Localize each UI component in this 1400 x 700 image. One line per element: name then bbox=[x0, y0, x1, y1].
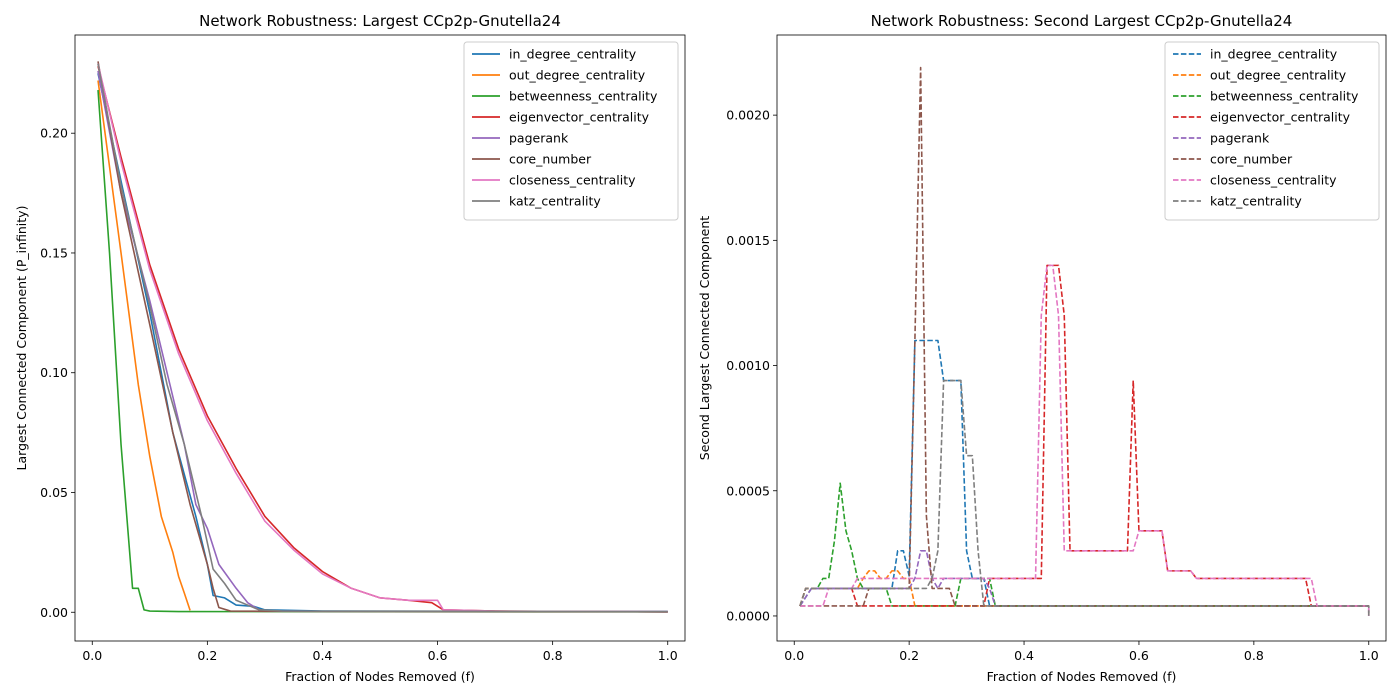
plot-frame bbox=[776, 34, 1387, 642]
legend-entry: in_degree_centrality bbox=[509, 47, 637, 62]
legend-entry: in_degree_centrality bbox=[1210, 47, 1338, 62]
legend-box bbox=[463, 41, 679, 221]
x-axis-label: Fraction of Nodes Removed (f) bbox=[285, 669, 475, 684]
y-axis-label: Largest Connected Component (P_infinity) bbox=[14, 206, 29, 471]
x-tick-label: 0.8 bbox=[1244, 648, 1264, 663]
x-tick-label: 0.2 bbox=[899, 648, 919, 663]
chart-title: Network Robustness: Largest CCp2p-Gnutel… bbox=[199, 12, 561, 30]
series-line-katz-centrality bbox=[97, 63, 668, 613]
legend-entry: core_number bbox=[1210, 152, 1293, 167]
series-line-closeness-centrality bbox=[799, 264, 1370, 616]
legend-entry: pagerank bbox=[1210, 131, 1270, 146]
series-line-core-number bbox=[97, 61, 668, 613]
x-tick-label: 1.0 bbox=[1359, 648, 1379, 663]
x-tick-label: 0.8 bbox=[543, 648, 563, 663]
legend-entry: katz_centrality bbox=[509, 194, 601, 209]
series-line-pagerank bbox=[799, 550, 1369, 607]
x-tick-label: 0.0 bbox=[82, 648, 102, 663]
x-tick-label: 0.4 bbox=[1014, 648, 1034, 663]
series-line-in-degree-centrality bbox=[799, 339, 1370, 616]
y-tick-label: 0.00 bbox=[40, 605, 68, 620]
chart-largest-component: Network Robustness: Largest CCp2p-Gnutel… bbox=[14, 12, 686, 684]
legend-entry: eigenvector_centrality bbox=[1210, 110, 1351, 125]
legend-entry: core_number bbox=[509, 152, 592, 167]
legend: in_degree_centrality out_degree_centralit… bbox=[463, 41, 679, 221]
x-tick-label: 0.0 bbox=[784, 648, 804, 663]
series-line-betweenness-centrality bbox=[799, 482, 1369, 607]
x-tick-label: 0.6 bbox=[1129, 648, 1149, 663]
legend-entry: betweenness_centrality bbox=[509, 89, 658, 104]
chart-second-largest-component: Network Robustness: Second Largest CCp2p… bbox=[697, 12, 1387, 684]
x-tick-label: 1.0 bbox=[658, 648, 678, 663]
y-axis-label: Second Largest Connected Component bbox=[697, 216, 712, 460]
y-tick-label: 0.20 bbox=[40, 126, 68, 141]
legend-entry: pagerank bbox=[509, 131, 569, 146]
y-tick-label: 0.0005 bbox=[726, 483, 770, 498]
x-tick-label: 0.6 bbox=[428, 648, 448, 663]
plot-frame bbox=[74, 34, 686, 642]
chart-title: Network Robustness: Second Largest CCp2p… bbox=[871, 12, 1293, 30]
series-line-katz-centrality bbox=[799, 379, 1370, 616]
legend-entry: betweenness_centrality bbox=[1210, 89, 1359, 104]
series-lines bbox=[799, 66, 1370, 616]
x-tick-label: 0.4 bbox=[313, 648, 333, 663]
y-tick-label: 0.15 bbox=[40, 245, 68, 260]
legend: in_degree_centrality out_degree_centralit… bbox=[1164, 41, 1380, 221]
legend-entry: out_degree_centrality bbox=[1210, 68, 1347, 83]
legend-entry: closeness_centrality bbox=[1210, 173, 1337, 188]
legend-entry: katz_centrality bbox=[1210, 194, 1302, 209]
series-line-betweenness-centrality bbox=[97, 90, 668, 613]
legend-entry: out_degree_centrality bbox=[509, 68, 646, 83]
legend-entry: closeness_centrality bbox=[509, 173, 636, 188]
y-tick-label: 0.0010 bbox=[726, 358, 770, 373]
y-tick-label: 0.0020 bbox=[726, 108, 770, 123]
y-tick-label: 0.05 bbox=[40, 485, 68, 500]
y-tick-label: 0.0015 bbox=[726, 233, 770, 248]
y-tick-label: 0.10 bbox=[40, 365, 68, 380]
series-line-eigenvector-centrality bbox=[97, 65, 668, 613]
legend-entry: eigenvector_centrality bbox=[509, 110, 650, 125]
series-line-closeness-centrality bbox=[97, 63, 668, 613]
legend-box bbox=[1164, 41, 1380, 221]
x-tick-label: 0.2 bbox=[197, 648, 217, 663]
series-line-eigenvector-centrality bbox=[799, 264, 1370, 616]
series-lines bbox=[97, 61, 668, 613]
y-tick-label: 0.0000 bbox=[726, 608, 770, 623]
series-line-out-degree-centrality bbox=[97, 80, 191, 611]
x-axis-label: Fraction of Nodes Removed (f) bbox=[987, 669, 1177, 684]
